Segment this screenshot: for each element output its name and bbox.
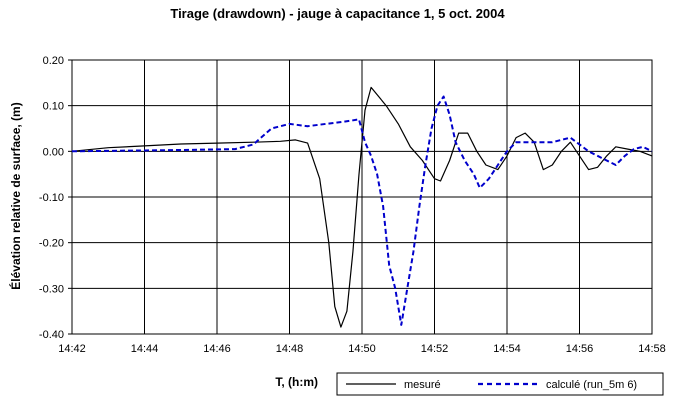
series-line-computed <box>71 95 653 326</box>
x-tick-label: 14:58 <box>638 343 666 355</box>
legend-label-computed: calculé (run_5m 6) <box>546 379 637 391</box>
legend: mesuré calculé (run_5m 6) <box>336 372 664 396</box>
y-tick-label: -0.20 <box>39 238 64 250</box>
x-axis-label: T, (h:m) <box>275 375 318 389</box>
y-tick-label: -0.10 <box>39 192 64 204</box>
y-tick-label: 0.20 <box>43 55 64 67</box>
x-tick-label: 14:48 <box>276 343 304 355</box>
y-tick-label: -0.40 <box>39 329 64 341</box>
x-tick-label: 14:44 <box>131 343 159 355</box>
x-tick-label: 14:54 <box>493 343 521 355</box>
chart-title: Tirage (drawdown) - jauge à capacitance … <box>170 6 505 21</box>
x-tick-label: 14:42 <box>58 343 86 355</box>
y-tick-label: 0.10 <box>43 101 64 113</box>
legend-label-measured: mesuré <box>404 379 441 391</box>
y-tick-label: -0.30 <box>39 283 64 295</box>
x-tick-label: 14:56 <box>566 343 594 355</box>
series-line-measured <box>71 86 653 328</box>
y-tick-label: 0.00 <box>43 146 64 158</box>
y-axis-label: Élévation relative de surface, (m) <box>8 102 23 289</box>
x-tick-label: 14:50 <box>348 343 376 355</box>
x-tick-label: 14:46 <box>203 343 231 355</box>
x-tick-label: 14:52 <box>421 343 449 355</box>
